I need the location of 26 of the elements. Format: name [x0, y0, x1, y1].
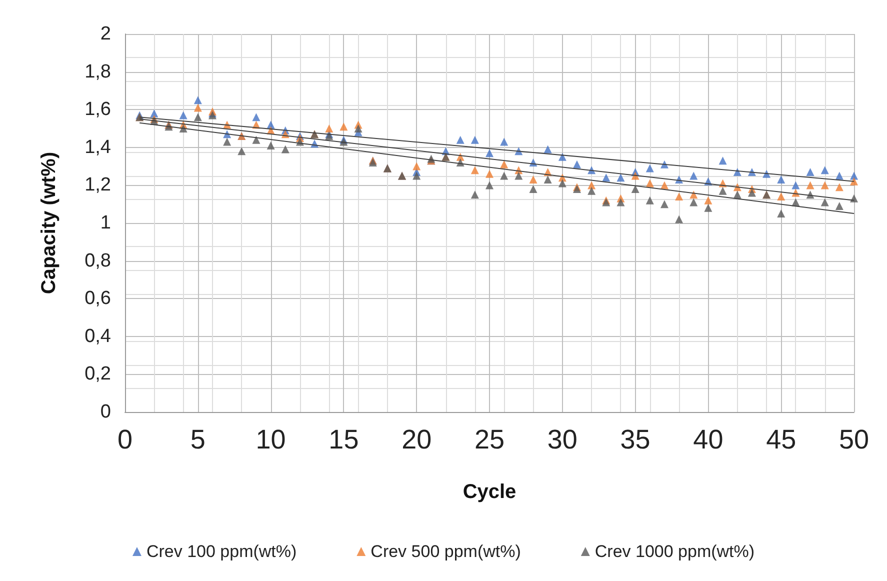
y-tick-label: 0,8 — [84, 250, 111, 272]
legend-label: Crev 500 ppm(wt%) — [370, 542, 521, 561]
x-tick-label: 20 — [402, 424, 432, 454]
x-tick-label: 35 — [620, 424, 650, 454]
y-tick-label: 1 — [100, 212, 111, 234]
y-tick-label: 1,4 — [84, 136, 112, 158]
x-tick-label: 15 — [328, 424, 359, 454]
y-axis-title: Capacity (wt%) — [38, 152, 60, 294]
x-tick-label: 40 — [693, 424, 724, 454]
x-tick-label: 30 — [547, 424, 578, 454]
x-tick-label: 10 — [256, 424, 286, 454]
y-tick-label: 1,2 — [84, 174, 111, 196]
x-tick-label: 50 — [838, 424, 870, 454]
y-tick-label: 0,2 — [84, 364, 111, 385]
y-tick-label: 0,6 — [84, 288, 111, 310]
y-tick-label: 1,6 — [84, 99, 111, 120]
legend-label: Crev 100 ppm(wt%) — [146, 542, 297, 561]
y-tick-label: 0,4 — [84, 326, 112, 347]
y-tick-label: 0 — [100, 402, 111, 422]
x-tick-label: 25 — [474, 424, 505, 454]
y-tick-label: 2 — [100, 24, 111, 44]
x-axis-title: Cycle — [462, 481, 516, 503]
x-tick-label: 5 — [190, 424, 206, 454]
x-tick-label: 45 — [766, 424, 796, 454]
legend-label: Crev 1000 ppm(wt%) — [594, 542, 755, 561]
y-tick-label: 1,8 — [84, 61, 111, 82]
